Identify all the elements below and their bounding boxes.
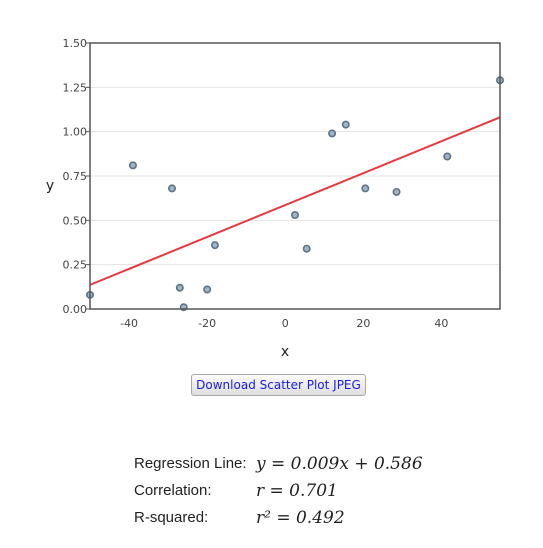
- grid-lines: [90, 42, 500, 310]
- y-tick-label: 1.25: [63, 81, 88, 94]
- data-points: [86, 76, 504, 312]
- correlation-value: r = 0.701: [256, 480, 338, 501]
- y-axis-title: y: [46, 178, 54, 194]
- y-tick-labels: 0.00 0.25 0.50 0.75 1.00 1.25 1.50: [63, 37, 90, 316]
- correlation-label: Correlation:: [134, 482, 212, 499]
- x-tick-label: -20: [198, 317, 216, 330]
- regression-stats: Regression Line: y = 0.009x + 0.586 Corr…: [134, 450, 423, 531]
- y-tick-label: 0.50: [63, 214, 88, 227]
- r-squared-label: R-squared:: [134, 509, 209, 526]
- r-squared-row: R-squared: r² = 0.492: [134, 504, 423, 531]
- r-squared-value: r² = 0.492: [256, 507, 345, 528]
- x-tick-label: -40: [120, 317, 138, 330]
- y-tick-label: 0.00: [63, 303, 88, 316]
- x-axis-title: x: [281, 344, 289, 360]
- data-point: [392, 187, 401, 196]
- data-point: [128, 161, 137, 170]
- correlation-row: Correlation: r = 0.701: [134, 477, 423, 504]
- scatter-plot: -40 -20 0 20 40 0.00 0.25 0.50 0.75 1.00 1.25 1.50…: [46, 37, 504, 360]
- regression-line-equation: y = 0.009x + 0.586: [256, 453, 423, 474]
- data-point: [302, 244, 311, 253]
- data-point: [361, 184, 370, 193]
- y-tick-label: 1.00: [63, 126, 88, 139]
- regression-line-row: Regression Line: y = 0.009x + 0.586: [134, 450, 423, 477]
- x-tick-label: 0: [282, 317, 289, 330]
- data-point: [203, 285, 212, 294]
- regression-line-label: Regression Line:: [134, 455, 247, 472]
- x-tick-labels: -40 -20 0 20 40: [120, 317, 448, 330]
- download-scatter-plot-button[interactable]: Download Scatter Plot JPEG: [191, 374, 366, 396]
- data-point: [175, 283, 184, 292]
- y-tick-label: 1.50: [63, 37, 88, 50]
- x-tick-label: 40: [434, 317, 448, 330]
- data-point: [328, 129, 337, 138]
- data-point: [341, 120, 350, 129]
- y-tick-label: 0.25: [63, 259, 88, 272]
- y-tick-label: 0.75: [63, 170, 88, 183]
- regression-line: [89, 116, 501, 286]
- data-point: [210, 241, 219, 250]
- data-point: [443, 152, 452, 161]
- data-point: [290, 211, 299, 220]
- data-point: [168, 184, 177, 193]
- x-tick-label: 20: [356, 317, 370, 330]
